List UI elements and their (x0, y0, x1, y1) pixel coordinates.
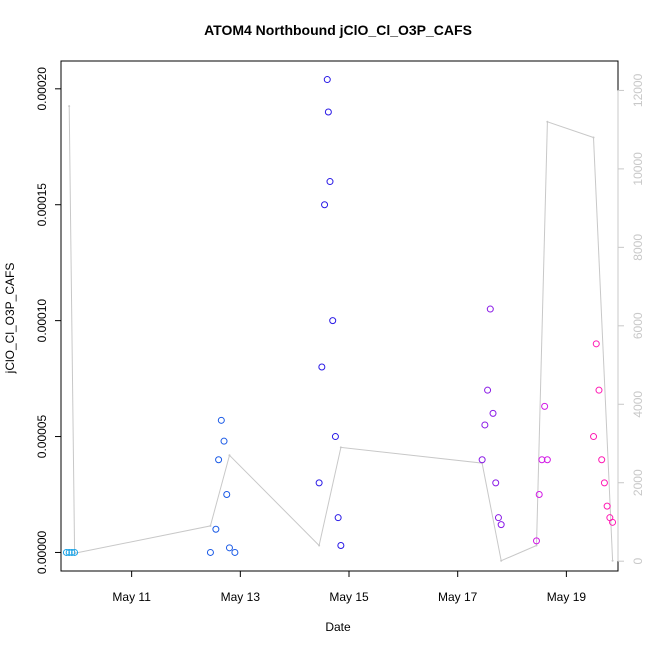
x-tick-label: May 15 (329, 590, 369, 604)
altitude-point (546, 120, 549, 123)
data-point (215, 456, 223, 464)
data-point (329, 317, 337, 325)
data-point (217, 416, 225, 424)
y-tick-label: 0.00020 (35, 67, 49, 111)
altitude-point (68, 105, 71, 108)
data-point (481, 421, 489, 429)
altitude-point (611, 559, 614, 562)
data-point (334, 514, 342, 522)
y2-tick-label: 10000 (631, 152, 645, 186)
x-tick-label: May 19 (547, 590, 587, 604)
data-point (68, 548, 76, 556)
data-point (324, 108, 332, 116)
y2-tick-label: 8000 (631, 234, 645, 261)
y-tick-label: 0.00010 (35, 299, 49, 343)
data-point (321, 201, 329, 209)
data-point (486, 305, 494, 313)
data-point (541, 402, 549, 410)
data-point (220, 437, 228, 445)
x-axis: May 11 May 13 May 15 May 17 May 19 (112, 570, 587, 604)
data-point (595, 386, 603, 394)
data-point (598, 456, 606, 464)
data-point (600, 479, 608, 487)
data-point (590, 433, 598, 441)
y2-tick-label: 2000 (631, 469, 645, 496)
y2-tick-label: 4000 (631, 391, 645, 418)
data-point (71, 548, 79, 556)
data-point (609, 518, 617, 526)
data-point (231, 548, 239, 556)
altitude-point (209, 524, 212, 527)
data-point (225, 544, 233, 552)
series-flight6 (590, 340, 617, 526)
data-point (532, 537, 540, 545)
data-point (603, 502, 611, 510)
series-flight2 (206, 416, 239, 556)
data-point (206, 548, 214, 556)
altitude-line (68, 106, 614, 562)
plot-frame (60, 60, 619, 572)
altitude-point (500, 559, 503, 562)
x-tick-label: May 17 (438, 590, 478, 604)
x-tick-label: May 11 (112, 590, 151, 604)
series-flight5 (532, 402, 551, 545)
y2-tick-label: 0 (631, 558, 645, 565)
x-axis-label: Date (325, 620, 351, 634)
altitude-point (592, 136, 595, 139)
data-point (65, 548, 73, 556)
data-point (543, 456, 551, 464)
y-axis-label: jClO_Cl_O3P_CAFS (3, 263, 17, 375)
y-tick-label: 0.00015 (35, 183, 49, 227)
altitude-point (318, 544, 321, 547)
x-tick-label: May 13 (221, 590, 261, 604)
data-point (212, 525, 220, 533)
data-point (484, 386, 492, 394)
data-point (535, 491, 543, 498)
y2-tick-label: 12000 (631, 73, 645, 107)
points-layer (62, 76, 617, 556)
data-point (592, 340, 600, 348)
altitude-point (535, 544, 538, 547)
y-tick-label: 0.00005 (35, 415, 49, 459)
data-point (62, 548, 70, 556)
y2-tick-label: 6000 (631, 312, 645, 339)
data-point (223, 491, 231, 498)
altitude-layer (68, 105, 614, 562)
data-point (497, 521, 505, 529)
data-point (326, 178, 334, 186)
data-point (494, 514, 502, 522)
data-point (331, 433, 339, 441)
series-flight4 (478, 305, 505, 529)
y2-axis: 0 2000 4000 6000 8000 10000 12000 (617, 73, 645, 565)
series-flight3 (315, 76, 345, 549)
altitude-point (339, 446, 342, 449)
data-point (318, 363, 326, 371)
series-flight1 (62, 548, 79, 556)
data-point (478, 456, 486, 464)
y-axis: 0.00000 0.00005 0.00010 0.00015 0.00020 (35, 67, 62, 574)
y-tick-label: 0.00000 (35, 530, 49, 574)
chart-title: ATOM4 Northbound jClO_Cl_O3P_CAFS (204, 22, 472, 38)
data-point (492, 479, 500, 487)
data-point (315, 479, 323, 487)
data-point (323, 76, 331, 84)
data-point (337, 542, 345, 549)
altitude-point (228, 454, 231, 457)
data-point (538, 456, 546, 464)
data-point (489, 409, 497, 417)
